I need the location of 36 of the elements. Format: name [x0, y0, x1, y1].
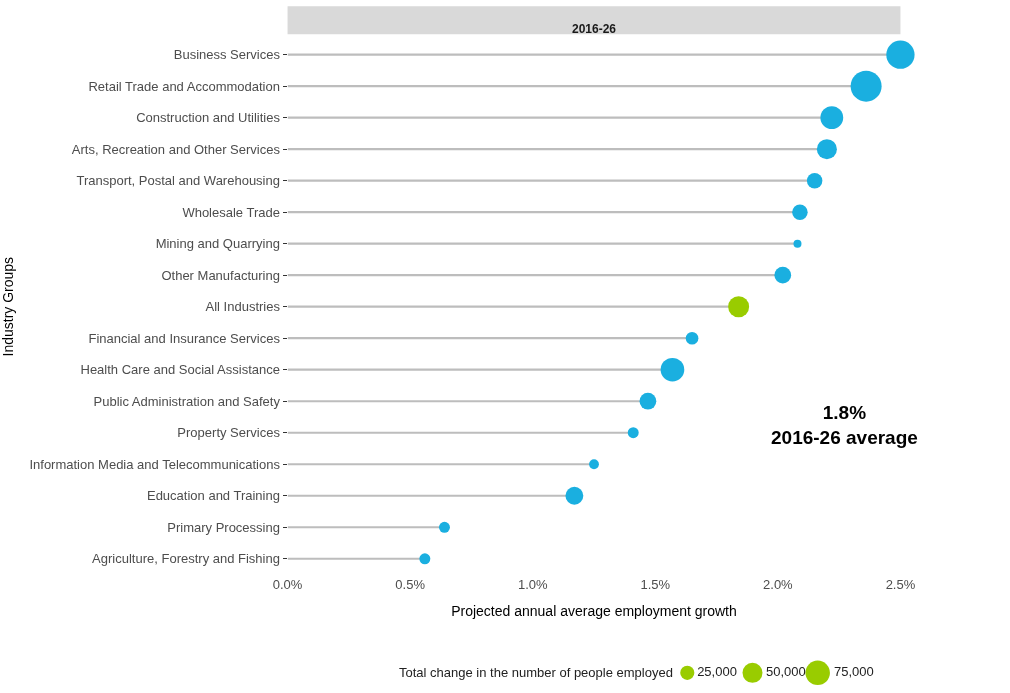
y-tick-label: Public Administration and Safety: [93, 393, 281, 409]
y-tick-label: Construction and Utilities: [136, 110, 281, 126]
y-tick-label: Property Services: [177, 425, 281, 441]
annotation: 1.8% 2016-26 average: [771, 402, 918, 448]
y-tick-label: Education and Training: [146, 488, 280, 504]
y-tick-label: Arts, Recreation and Other Services: [71, 141, 281, 157]
point: [639, 392, 657, 410]
y-tick-label: Transport, Postal and Warehousing: [76, 173, 280, 189]
y-tick-label: All Industries: [205, 299, 281, 315]
y-tick-label: Other Manufacturing: [161, 267, 280, 283]
y-tick-label: Agriculture, Forestry and Fishing: [92, 551, 280, 567]
y-tick-label: Wholesale Trade: [182, 204, 280, 220]
x-tick-label: 0.5%: [395, 576, 426, 592]
legend-label: 75,000: [834, 664, 874, 680]
y-tick-label: Health Care and Social Assistance: [80, 362, 280, 378]
point: [806, 172, 823, 189]
point: [565, 486, 584, 505]
point: [792, 204, 808, 220]
y-tick-label: Financial and Insurance Services: [88, 330, 281, 346]
y-tick-label: Business Services: [173, 47, 281, 63]
y-tick-label: Primary Processing: [167, 519, 280, 535]
point: [774, 266, 792, 284]
chart-title: 2016-26: [572, 22, 617, 36]
y-tick-label: Retail Trade and Accommodation: [88, 78, 280, 94]
y-tick-label: Mining and Quarrying: [155, 236, 280, 252]
x-tick-label: 1.5%: [640, 576, 671, 592]
legend-label: 50,000: [765, 664, 806, 680]
y-tick-label: Information Media and Telecommunications: [29, 456, 281, 472]
x-tick-label: 1.0%: [517, 576, 548, 592]
x-tick-label: 2.0%: [763, 576, 794, 592]
legend-title: Total change in the number of people employed: [399, 665, 673, 680]
legend-label: 25,000: [697, 664, 737, 680]
y-axis-title: Industry Groups: [0, 256, 16, 357]
x-axis-title: Projected annual average employment growth: [451, 602, 737, 619]
x-tick-label: 0.0%: [272, 576, 303, 592]
x-tick-label: 2.5%: [885, 576, 916, 592]
